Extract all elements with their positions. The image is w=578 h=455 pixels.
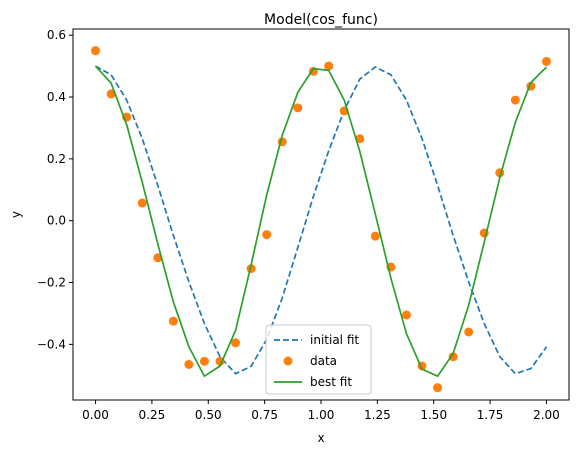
y-axis-label: y (9, 211, 23, 218)
legend-label-initial-fit: initial fit (310, 333, 359, 347)
y-tick-label: −0.2 (37, 276, 66, 290)
data-point (464, 327, 474, 337)
x-tick-label: 2.00 (533, 408, 560, 422)
x-tick-label: 0.25 (139, 408, 166, 422)
data-point (324, 61, 334, 71)
y-tick-label: −0.4 (37, 337, 66, 351)
plot-area (91, 46, 551, 393)
x-tick-label: 0.75 (251, 408, 278, 422)
data-point (262, 230, 272, 240)
data-point (401, 310, 411, 320)
x-tick-label: 1.75 (477, 408, 504, 422)
data-point (231, 338, 241, 348)
legend-marker-data (283, 356, 293, 366)
data-point (370, 231, 380, 241)
x-tick-label: 0.00 (82, 408, 109, 422)
y-tick-label: 0.0 (47, 214, 66, 228)
y-tick-label: 0.2 (47, 152, 66, 166)
y-tick-label: 0.4 (47, 90, 66, 104)
x-tick-label: 1.25 (364, 408, 391, 422)
x-axis-label: x (317, 431, 324, 445)
x-tick-label: 1.50 (420, 408, 447, 422)
chart-title: Model(cos_func) (264, 12, 378, 28)
y-tick-label: 0.6 (47, 28, 66, 42)
series-line-initial-fit (95, 65, 548, 375)
data-point (153, 253, 163, 263)
data-point (168, 316, 178, 326)
legend-label-data: data (310, 354, 337, 368)
data-point (541, 56, 551, 66)
data-point (106, 89, 116, 99)
data-point (91, 46, 101, 56)
series-line-best-fit (94, 65, 548, 378)
data-point (184, 359, 194, 369)
legend-label-best-fit: best fit (310, 375, 352, 389)
legend: initial fit data best fit (265, 324, 372, 395)
data-point (293, 103, 303, 113)
x-tick-label: 1.00 (308, 408, 335, 422)
x-axis: 0.00 0.25 0.50 0.75 1.00 1.25 1.50 1.75 2.00 (82, 400, 560, 422)
data-point (355, 134, 365, 144)
data-point (510, 95, 520, 105)
legend-box (265, 324, 372, 395)
data-point (448, 352, 458, 362)
y-axis: −0.4 −0.2 0.0 0.2 0.4 0.6 (37, 28, 73, 351)
data-point (433, 383, 443, 393)
x-tick-label: 0.50 (195, 408, 222, 422)
data-point (137, 198, 147, 208)
data-point (199, 356, 209, 366)
